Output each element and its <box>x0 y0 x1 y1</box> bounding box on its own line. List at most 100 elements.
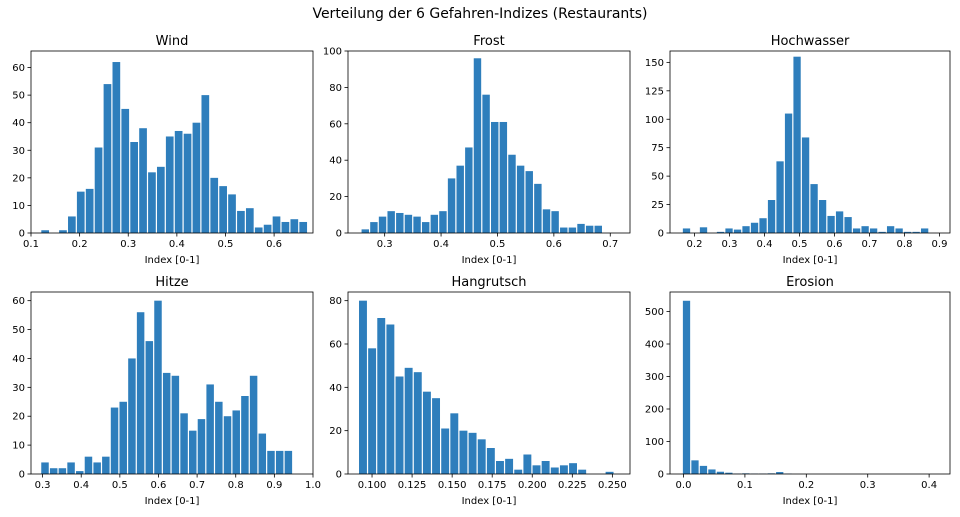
histogram-bar <box>130 142 138 233</box>
plot-frame <box>30 291 314 475</box>
histogram-bar <box>189 430 197 474</box>
y-tick-label: 30 <box>12 146 25 157</box>
histogram-bar <box>183 133 192 233</box>
histogram-bar <box>241 396 249 474</box>
histogram-bar <box>421 222 430 233</box>
y-tick-label: 0 <box>19 229 25 240</box>
y-tick-label: 125 <box>645 86 664 97</box>
x-axis-label: Index [0-1] <box>783 496 838 507</box>
y-tick-label: 60 <box>329 119 342 130</box>
y-tick-label: 400 <box>645 340 664 351</box>
histogram-bar <box>192 122 201 233</box>
x-tick-label: 0.4 <box>169 239 185 250</box>
y-tick-label: 20 <box>329 426 342 437</box>
histogram-bar <box>110 407 119 474</box>
histogram-bar <box>128 358 136 474</box>
histogram-bar <box>378 216 387 233</box>
histogram-bar <box>716 471 725 474</box>
x-tick-label: 0.7 <box>189 480 205 491</box>
histogram-bar <box>396 212 404 233</box>
histogram-bar <box>486 448 495 474</box>
x-tick-label: 0.2 <box>687 239 703 250</box>
y-tick-label: 500 <box>645 307 664 318</box>
x-tick-label: 0.150 <box>438 480 467 491</box>
histogram-bar <box>459 430 468 474</box>
x-tick-label: 0.4 <box>73 480 89 491</box>
histogram-bar <box>145 341 154 474</box>
y-tick-label: 50 <box>12 91 25 102</box>
histogram-bar <box>578 469 587 474</box>
y-tick-label: 60 <box>329 340 342 351</box>
histogram-bar <box>912 231 920 233</box>
histogram-bar <box>577 223 585 233</box>
histogram-bar <box>759 218 767 233</box>
histogram-bar <box>776 472 784 474</box>
histogram-bar <box>404 367 413 474</box>
x-tick-label: 0.2 <box>798 480 814 491</box>
y-tick-label: 50 <box>12 325 25 336</box>
histogram-bar <box>76 191 85 233</box>
histogram-bar <box>206 384 214 474</box>
x-tick-label: 0.6 <box>266 239 282 250</box>
x-axis-label: Index [0-1] <box>462 255 517 266</box>
x-tick-label: 0.6 <box>151 480 167 491</box>
histogram-bar <box>156 166 165 233</box>
x-tick-label: 0.3 <box>35 480 51 491</box>
histogram-bar <box>699 227 708 233</box>
histogram-bar <box>102 456 110 474</box>
histogram-bar <box>85 188 94 233</box>
histogram-bar <box>148 172 156 233</box>
histogram-bar <box>119 401 127 474</box>
x-tick-label: 0.5 <box>218 239 234 250</box>
y-tick-label: 60 <box>12 296 25 307</box>
histogram-bar <box>585 225 594 233</box>
x-axis-label: Index [0-1] <box>462 496 517 507</box>
histogram-bar <box>68 216 76 233</box>
histogram-bar <box>886 226 895 233</box>
y-tick-label: 30 <box>12 383 25 394</box>
histogram-bar <box>228 194 236 233</box>
histogram-bar <box>76 471 84 474</box>
x-tick-label: 0.175 <box>478 480 507 491</box>
y-tick-label: 40 <box>12 118 25 129</box>
x-tick-label: 0.100 <box>358 480 387 491</box>
chart-panel-hangrutsch: Hangrutsch 0.100 0.125 0.150 0.175 0.200 0.225… <box>329 275 631 507</box>
y-tick-label: 80 <box>329 83 342 94</box>
histogram-bar <box>237 210 245 233</box>
histogram-bar <box>532 465 541 474</box>
chart-panel-hitze: Hitze 0.3 0.4 0.5 0.6 0.7 0.8 0.9 1.0 0 10 20 30 40 50… <box>12 275 321 507</box>
histogram-bar <box>404 214 413 233</box>
histogram-bar <box>439 211 447 233</box>
plot-frame <box>347 291 631 475</box>
figure-title: Verteilung der 6 Gefahren-Indizes (Resta… <box>312 6 648 22</box>
y-tick-label: 50 <box>651 172 664 183</box>
x-axis-label: Index [0-1] <box>783 255 838 266</box>
plot-frame <box>669 50 951 234</box>
histogram-bar <box>281 221 290 233</box>
histogram-bar <box>852 228 861 233</box>
histogram-bar <box>121 108 130 233</box>
histogram-bar <box>801 137 810 233</box>
chart-panel-erosion: Erosion 0.0 0.1 0.2 0.3 0.4 0 100 200 300 400 500 In… <box>645 275 951 507</box>
histogram-bar <box>869 228 878 233</box>
histogram-bar <box>559 465 568 474</box>
histogram-bar <box>682 300 691 474</box>
x-axis-label: Index [0-1] <box>145 496 200 507</box>
histogram-bar <box>516 165 525 233</box>
histogram-bar <box>361 229 369 233</box>
histogram-bar <box>750 222 759 233</box>
y-tick-label: 100 <box>323 47 342 58</box>
histogram-bar <box>413 372 422 474</box>
histogram-bar <box>154 300 162 474</box>
histogram-bar <box>41 462 49 474</box>
histogram-bar <box>210 177 219 233</box>
histogram-bar <box>605 471 614 474</box>
histogram-bar <box>594 225 602 233</box>
histogram-bar <box>432 398 441 474</box>
x-tick-label: 0.8 <box>228 480 244 491</box>
histogram-bar <box>180 413 188 474</box>
x-tick-label: 0.4 <box>757 239 773 250</box>
histogram-bar <box>284 450 293 474</box>
histogram-bar <box>387 211 395 233</box>
